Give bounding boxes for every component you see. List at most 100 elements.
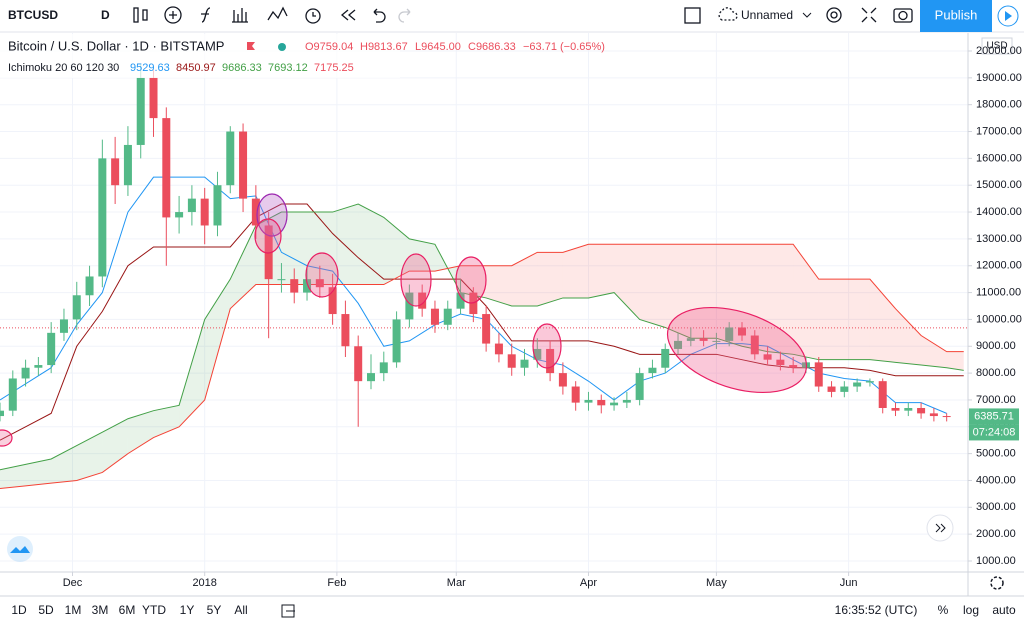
- play-icon: [1005, 11, 1012, 21]
- symbol[interactable]: BTCUSD: [8, 8, 58, 22]
- range-button[interactable]: YTD: [142, 603, 166, 617]
- currency[interactable]: USD: [986, 41, 1007, 52]
- redo-icon[interactable]: [398, 8, 411, 23]
- logo[interactable]: [7, 536, 33, 562]
- price-badge-label: 6385.71: [974, 410, 1014, 422]
- cloud-segment: [665, 244, 691, 339]
- candle-body: [686, 338, 695, 341]
- toolbar-icons: [133, 6, 913, 24]
- layout-name[interactable]: Unnamed: [741, 8, 793, 22]
- y-tick-label: 12000.00: [976, 260, 1022, 272]
- candle-body: [200, 198, 209, 226]
- candle-body: [878, 381, 887, 408]
- cloud-segment: [153, 405, 180, 438]
- cloud-segment: [588, 244, 615, 298]
- add-icon[interactable]: [164, 6, 182, 24]
- ellipse-annotation[interactable]: [400, 253, 432, 307]
- candle-body: [418, 292, 427, 309]
- candle-icon[interactable]: [133, 7, 139, 23]
- log-toggle[interactable]: log: [963, 603, 979, 617]
- x-tick-label: Apr: [580, 577, 597, 589]
- range-button[interactable]: 1D: [11, 603, 27, 617]
- publish-button[interactable]: [920, 0, 992, 32]
- indicator-value: 8450.97: [176, 62, 216, 74]
- scroll-icon: [935, 523, 946, 533]
- flag-icon[interactable]: [247, 42, 255, 50]
- snapshot-icon[interactable]: [893, 8, 913, 23]
- range-button[interactable]: 3M: [92, 603, 109, 617]
- ellipse-annotation[interactable]: [254, 218, 282, 254]
- settings-icon[interactable]: [826, 7, 842, 23]
- cloud-segment: [460, 265, 487, 298]
- y-tick-label: 16000.00: [976, 152, 1022, 164]
- cloud-segment: [76, 432, 103, 481]
- ellipse-annotation[interactable]: [657, 292, 817, 409]
- interval[interactable]: D: [101, 8, 110, 22]
- cloud-segment: [639, 244, 666, 328]
- y-tick-label: 13000.00: [976, 233, 1022, 245]
- candle-body: [303, 279, 312, 293]
- candle-body: [853, 382, 862, 387]
- range-button[interactable]: 6M: [119, 603, 136, 617]
- candle-body: [149, 77, 158, 119]
- cloud-segment: [127, 410, 154, 454]
- replay-icon[interactable]: [340, 9, 356, 21]
- candle-body: [622, 399, 631, 403]
- cloud-segment: [895, 308, 922, 366]
- range-button[interactable]: 5Y: [207, 603, 222, 617]
- templates-icon[interactable]: [267, 6, 288, 21]
- candle-body: [750, 335, 759, 355]
- candle-body: [546, 348, 555, 374]
- legend-bg: [0, 34, 400, 78]
- indicator-name: Ichimoku 20 60 120 30: [8, 62, 119, 74]
- range-button[interactable]: 5D: [38, 603, 54, 617]
- legend-low: L9645.00: [415, 41, 461, 53]
- fullscreen-box[interactable]: [684, 7, 701, 24]
- goto-date-icon[interactable]: [281, 604, 295, 618]
- compare-icon[interactable]: [232, 8, 248, 23]
- candle-body: [111, 158, 120, 186]
- y-tick-label: 17000.00: [976, 125, 1022, 137]
- cloud-segment: [230, 225, 256, 309]
- candle-body: [763, 354, 772, 360]
- auto-toggle[interactable]: auto: [992, 603, 1016, 617]
- cloud-segment: [869, 279, 896, 363]
- y-tick-label: 4000.00: [976, 474, 1016, 486]
- cloud-segment: [511, 252, 538, 306]
- ellipse-annotation[interactable]: [455, 256, 487, 304]
- ellipse-annotation[interactable]: [532, 323, 562, 369]
- alert-icon[interactable]: [305, 8, 321, 24]
- cloud-segment: [946, 351, 964, 371]
- cloud-segment: [51, 445, 77, 484]
- ichimoku-line: [0, 203, 964, 471]
- cloud-icon[interactable]: [718, 7, 738, 21]
- cloud-segment: [844, 279, 870, 360]
- ellipse-annotation[interactable]: [305, 252, 339, 298]
- range-button[interactable]: All: [234, 603, 247, 617]
- range-button[interactable]: 1M: [65, 603, 82, 617]
- y-tick-label: 18000.00: [976, 99, 1022, 111]
- publish-label[interactable]: Publish: [935, 7, 978, 22]
- ellipse-annotation[interactable]: [256, 193, 288, 237]
- play-button[interactable]: [997, 5, 1019, 27]
- candle-icon[interactable]: [142, 9, 148, 21]
- currency-box[interactable]: [981, 37, 1013, 55]
- y-tick-label: 9000.00: [976, 340, 1016, 352]
- candle-body: [405, 292, 414, 320]
- candle-body: [801, 362, 810, 368]
- indicators-icon[interactable]: [201, 7, 211, 23]
- ellipse-annotation[interactable]: [0, 429, 13, 447]
- candle-body: [328, 287, 337, 315]
- expand-icon[interactable]: [861, 7, 877, 23]
- candle-body: [917, 407, 926, 414]
- candle-body: [8, 378, 17, 411]
- range-button[interactable]: 1Y: [180, 603, 195, 617]
- axis-settings[interactable]: [990, 576, 1004, 590]
- candle-body: [72, 295, 81, 320]
- cloud-segment: [332, 204, 359, 285]
- candle-body: [47, 332, 56, 366]
- clock[interactable]: 16:35:52 (UTC): [835, 603, 918, 617]
- undo-icon[interactable]: [373, 8, 386, 23]
- percent-toggle[interactable]: %: [938, 603, 949, 617]
